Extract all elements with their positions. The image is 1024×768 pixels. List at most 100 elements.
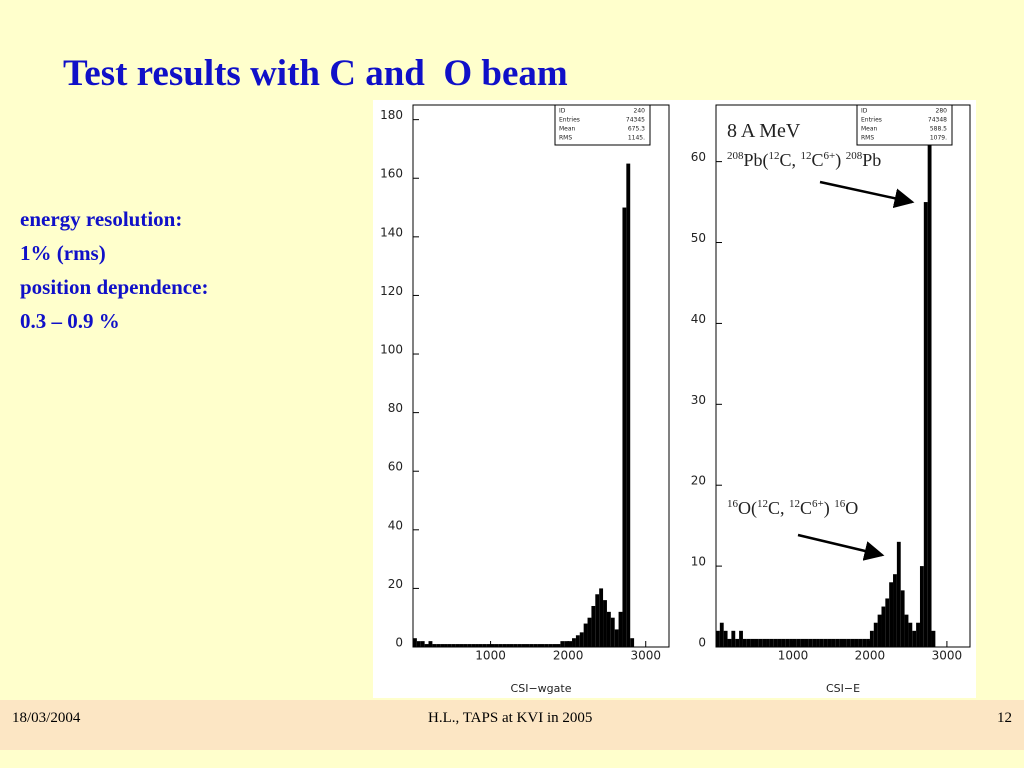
annotation-part: 8 A MeV [727, 120, 801, 142]
bar [537, 644, 541, 647]
bar [444, 644, 448, 647]
bar [509, 644, 514, 647]
bar [424, 644, 429, 647]
bar [931, 630, 936, 647]
bar [603, 600, 607, 647]
annotation-part: C, [768, 498, 789, 518]
y-tick-label: 40 [691, 312, 706, 326]
annotation-part: C [812, 150, 824, 170]
bar [762, 638, 767, 647]
bar [846, 638, 851, 647]
annotation: 208Pb(12C, 12C6+) 208Pb [727, 150, 881, 172]
annotation-part: O( [738, 498, 757, 519]
bar [490, 644, 495, 647]
annotation-part: 208 [846, 150, 863, 162]
bar [614, 629, 619, 647]
note: energy resolution: [20, 207, 183, 231]
annotation-part: C, [780, 150, 801, 170]
stat-name: Mean [861, 126, 878, 133]
bar [447, 644, 452, 647]
bar [731, 630, 736, 647]
bar [862, 638, 867, 647]
y-tick-label: 20 [388, 577, 403, 591]
annotation-part: 12 [789, 498, 800, 510]
bar [502, 644, 507, 647]
bar [564, 641, 569, 647]
stat-value: 675.3 [628, 126, 645, 133]
bar [858, 638, 863, 647]
bar [796, 638, 801, 647]
bar [789, 638, 793, 647]
stat-value: 74348 [928, 117, 947, 124]
y-tick-label: 60 [388, 460, 403, 474]
bar [927, 145, 932, 647]
bar [463, 644, 468, 647]
annotation: 16O(12C, 12C6+) 16O [727, 498, 858, 520]
stat-name: Mean [559, 126, 576, 133]
bar [575, 635, 580, 647]
bar [800, 638, 805, 647]
bar [475, 644, 479, 647]
bar [754, 638, 759, 647]
bar [758, 638, 763, 647]
annotation-part: 12 [757, 498, 768, 510]
bar [610, 617, 615, 647]
bar [904, 614, 909, 647]
bar [482, 644, 487, 647]
annotation-part: 6+ [812, 498, 824, 510]
footer-page: 12 [997, 710, 1012, 726]
annotation-part: 16 [834, 498, 846, 510]
bar [866, 638, 870, 647]
bar [416, 641, 421, 647]
bar [819, 638, 824, 647]
bar [896, 541, 901, 647]
bar [552, 644, 557, 647]
bar [548, 644, 553, 647]
annotation-part: Pb( [744, 150, 769, 171]
stat-name: ID [559, 108, 566, 115]
footer-date: 18/03/2004 [12, 710, 81, 726]
bar [513, 644, 518, 647]
y-tick-label: 180 [380, 108, 403, 122]
bar [436, 644, 441, 647]
bar [428, 641, 433, 647]
bar [873, 622, 878, 647]
bar [923, 202, 928, 647]
bar [885, 598, 890, 647]
bar [525, 644, 530, 647]
bar [591, 605, 596, 647]
bar [735, 638, 740, 647]
bar [560, 641, 565, 647]
annotation-part: 6+ [824, 150, 836, 162]
y-tick-label: 100 [380, 343, 403, 357]
bar [506, 644, 510, 647]
annotation-part: 208 [727, 150, 744, 162]
x-axis-label: CSI−E [826, 682, 860, 695]
x-axis-label: CSI−wgate [511, 682, 572, 695]
bar [716, 630, 720, 647]
bar [881, 606, 886, 647]
bar [455, 644, 460, 647]
bar [451, 644, 456, 647]
annotation: 8 A MeV [727, 120, 801, 142]
bar [606, 611, 611, 647]
bar [785, 638, 790, 647]
bar [839, 638, 843, 647]
footer-center: H.L., TAPS at KVI in 2005 [428, 710, 593, 726]
y-tick-label: 0 [698, 636, 706, 650]
stat-name: RMS [559, 135, 572, 142]
bar [568, 641, 573, 647]
bar [777, 638, 782, 647]
bar [471, 644, 476, 647]
image-area [373, 100, 976, 698]
bar [630, 638, 635, 647]
bar [808, 638, 813, 647]
y-tick-label: 40 [388, 518, 403, 532]
bar [494, 644, 499, 647]
x-tick-label: 3000 [932, 649, 963, 663]
bar [622, 207, 627, 648]
bar [831, 638, 836, 647]
stat-name: Entries [559, 117, 580, 124]
